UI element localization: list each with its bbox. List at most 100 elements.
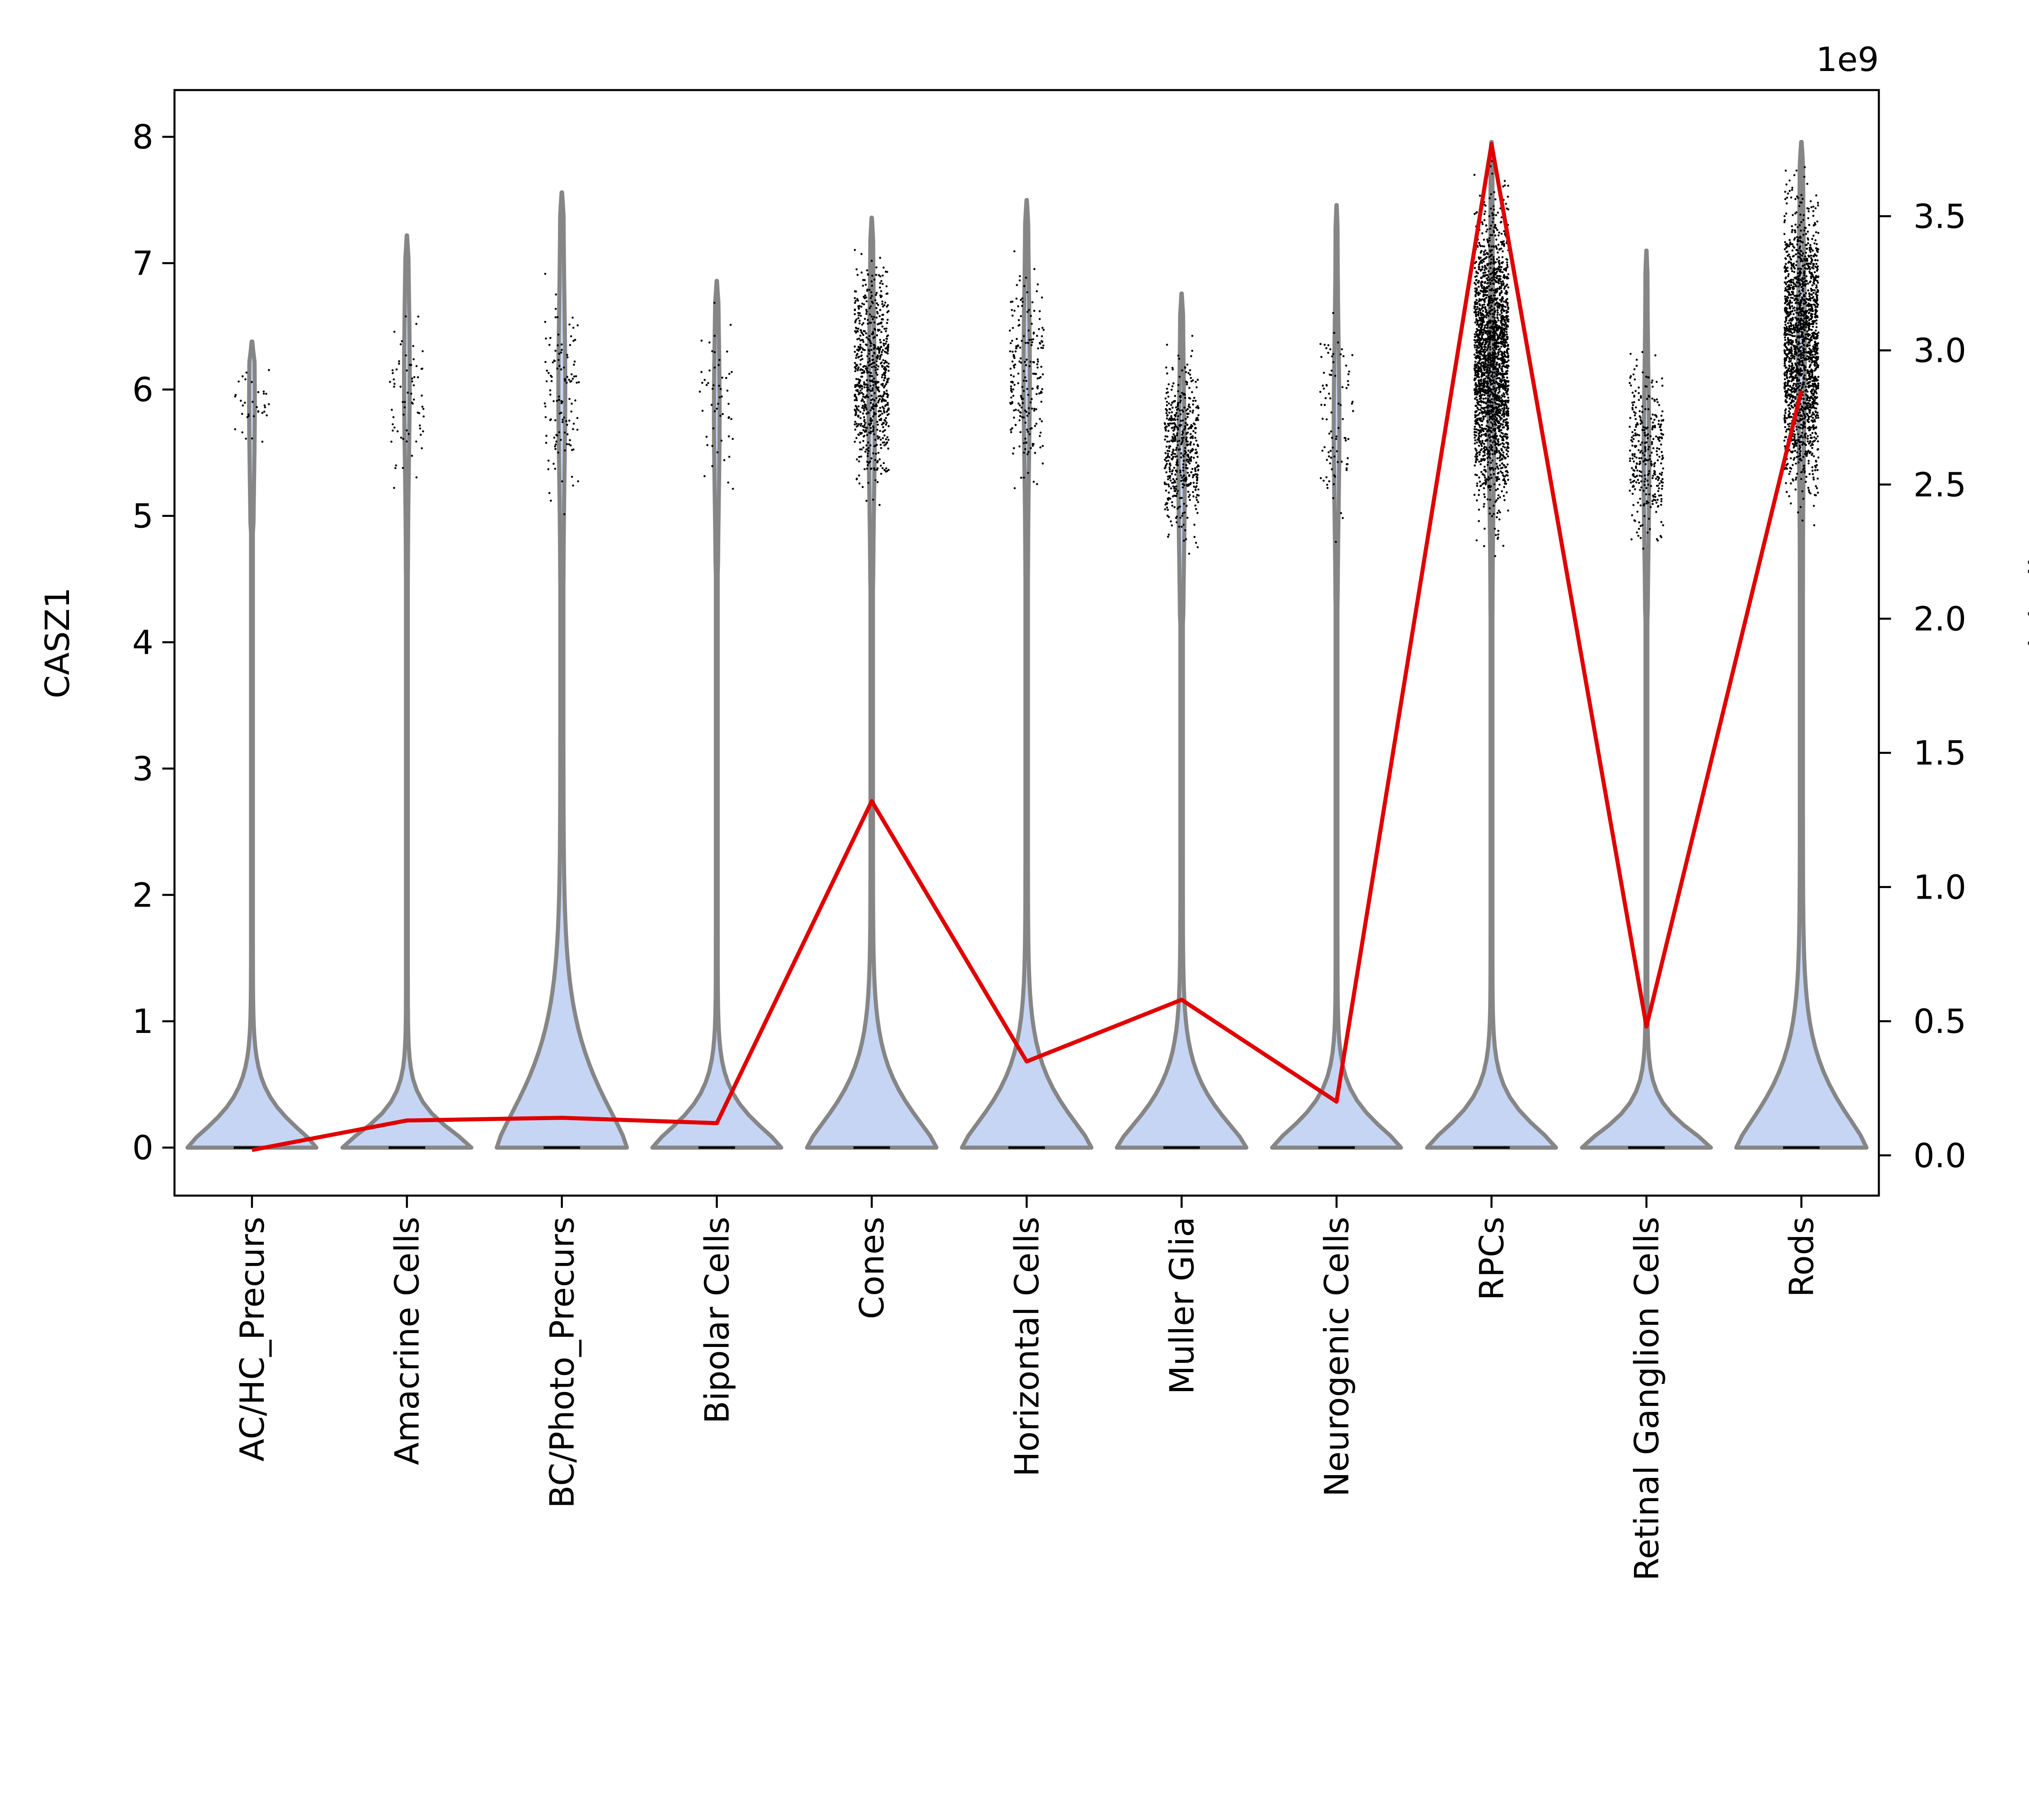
point	[1791, 187, 1794, 189]
point	[1484, 348, 1486, 351]
point	[868, 307, 871, 310]
point	[1501, 284, 1503, 287]
point	[1793, 271, 1796, 273]
point	[866, 269, 868, 271]
point	[574, 399, 577, 402]
point	[1506, 320, 1509, 322]
point	[1473, 353, 1476, 356]
point	[390, 409, 393, 411]
point	[1326, 484, 1328, 486]
point	[873, 336, 876, 339]
point	[1473, 426, 1476, 428]
point	[1489, 165, 1492, 168]
point	[1498, 248, 1501, 251]
point	[1170, 487, 1172, 490]
point	[1503, 486, 1506, 488]
point	[1475, 386, 1478, 389]
point	[1490, 444, 1492, 446]
point	[1475, 449, 1478, 452]
point	[570, 373, 573, 376]
point	[1657, 505, 1660, 507]
point	[1197, 407, 1200, 409]
point	[1169, 468, 1171, 471]
point	[1504, 285, 1506, 288]
point	[1491, 301, 1493, 304]
point	[1166, 506, 1168, 509]
point	[1483, 291, 1485, 293]
point	[1013, 487, 1016, 489]
point	[1495, 476, 1497, 478]
point	[700, 340, 703, 342]
point	[879, 358, 881, 360]
point	[1166, 387, 1168, 390]
point	[1174, 480, 1176, 482]
point	[560, 400, 562, 402]
point	[576, 428, 579, 431]
point	[1506, 351, 1508, 354]
point	[1499, 423, 1502, 425]
point	[866, 464, 869, 467]
point	[871, 389, 874, 391]
point	[1796, 456, 1798, 458]
point	[886, 292, 889, 295]
point	[1474, 301, 1476, 303]
point	[1506, 264, 1508, 266]
point	[870, 430, 872, 433]
point	[870, 380, 873, 383]
point	[1481, 389, 1484, 392]
point	[1474, 398, 1476, 400]
point	[1491, 347, 1494, 350]
point	[859, 344, 862, 346]
point	[1488, 512, 1491, 515]
point	[860, 448, 863, 451]
point	[1503, 351, 1506, 353]
point	[855, 318, 857, 321]
point	[1474, 361, 1477, 363]
point	[1170, 415, 1172, 417]
point	[1484, 249, 1486, 252]
point	[1325, 384, 1328, 387]
point	[550, 380, 553, 382]
point	[875, 292, 878, 294]
point	[1176, 515, 1178, 518]
point	[1010, 342, 1012, 344]
point	[1499, 334, 1501, 337]
point	[1801, 432, 1803, 434]
point	[412, 345, 414, 347]
point	[234, 395, 237, 398]
point	[1013, 383, 1016, 386]
point	[1503, 380, 1506, 382]
point	[1475, 419, 1477, 422]
point	[1038, 435, 1041, 437]
point	[1165, 408, 1167, 411]
point	[1473, 368, 1476, 371]
point	[1487, 335, 1490, 338]
point	[1482, 350, 1485, 353]
point	[1790, 265, 1793, 267]
point	[1489, 301, 1491, 304]
point	[863, 383, 866, 386]
point	[1196, 443, 1199, 446]
point	[875, 360, 878, 362]
point	[403, 413, 405, 416]
point	[1023, 389, 1025, 392]
point	[1488, 456, 1490, 458]
point	[1025, 411, 1027, 413]
point	[1500, 262, 1503, 264]
point	[422, 408, 424, 410]
point	[879, 275, 882, 278]
point	[1489, 358, 1491, 361]
point	[1483, 251, 1485, 253]
point	[1478, 381, 1480, 383]
point	[1474, 363, 1476, 366]
point	[1189, 443, 1191, 446]
point	[1479, 440, 1482, 443]
point	[1488, 244, 1490, 246]
point	[1637, 449, 1640, 452]
point	[417, 376, 419, 379]
point	[1495, 277, 1498, 279]
point	[1506, 380, 1509, 383]
point	[1641, 441, 1643, 444]
point	[1504, 433, 1506, 435]
point	[859, 448, 862, 451]
